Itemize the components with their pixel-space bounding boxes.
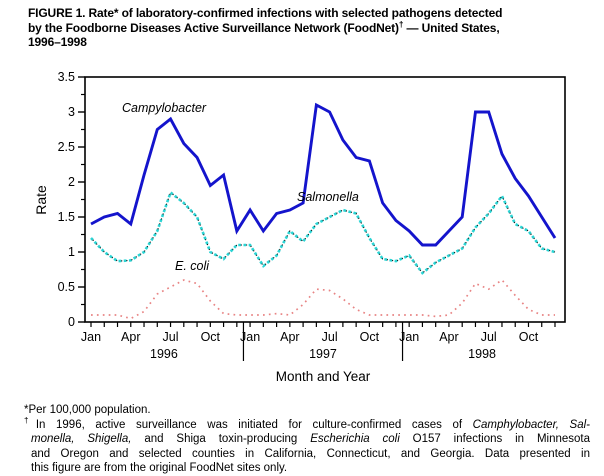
x-axis-title: Month and Year [276,369,371,384]
y-axis-tick-label: 1 [68,245,75,259]
campylobacter-series-label: Campylobacter [122,101,207,115]
footnote-population: *Per 100,000 population. [24,404,151,416]
foodnet-line-chart: 3.5 3 2.5 2 1.5 1 0.5 0 Jan Apr Jul Oct 1996 Jan Apr Ju… [33,70,566,384]
x-axis-month-label: Jul [322,330,338,344]
x-axis-month-label: Jan [81,330,101,344]
x-axis-month-label: Apr [280,330,299,344]
x-axis-month-label: Apr [439,330,458,344]
footnote-surveillance-line-3: and Oregon and selected counties in Cali… [31,447,590,460]
footnote-surveillance-line-4: this figure are from the original FoodNe… [31,462,288,474]
campylobacter-line [90,102,557,247]
x-axis-month-label: Apr [121,330,140,344]
y-axis-tick-label: 2 [68,175,75,189]
x-axis-month-label: Jul [481,330,497,344]
x-axis-year-label: 1996 [150,347,178,361]
x-axis-month-label: Oct [360,330,380,344]
x-axis-year-label: 1998 [468,347,496,361]
figure-title: FIGURE 1. Rate* of laboratory-confirmed … [28,6,598,50]
y-axis-tick-label: 3.5 [58,70,75,84]
ecoli-line [91,278,555,320]
footnote-surveillance-line-1: †In 1996, active surveillance was initia… [24,415,590,431]
salmonella-line-speckle [90,191,556,274]
figure-title-line-2: by the Foodborne Diseases Active Surveil… [28,18,500,35]
salmonella-line [90,190,556,275]
salmonella-series-label: Salmonella [297,190,359,204]
y-axis-tick-label: 1.5 [58,210,75,224]
y-axis-tick-label: 0 [68,315,75,329]
figure-title-line-3: 1996–1998 [28,35,87,49]
y-axis-tick-label: 3 [68,105,75,119]
x-axis-month-label: Jan [399,330,419,344]
y-axis-tick-label: 0.5 [58,280,75,294]
x-axis-month-label: Oct [201,330,221,344]
y-axis-tick-label: 2.5 [58,140,75,154]
footnote-surveillance-line-2: monella, Shigella, and Shiga toxin-produ… [31,433,590,445]
ecoli-series-label: E. coli [175,259,210,273]
x-axis-month-label: Jan [240,330,260,344]
figure-title-line-1: FIGURE 1. Rate* of laboratory-confirmed … [28,6,503,20]
x-axis-year-label: 1997 [309,347,337,361]
x-axis-month-label: Oct [519,330,539,344]
figure-footnotes: *Per 100,000 population. †In 1996, active… [24,403,590,476]
x-axis-month-label: Jul [163,330,179,344]
y-axis-title: Rate [33,185,49,215]
